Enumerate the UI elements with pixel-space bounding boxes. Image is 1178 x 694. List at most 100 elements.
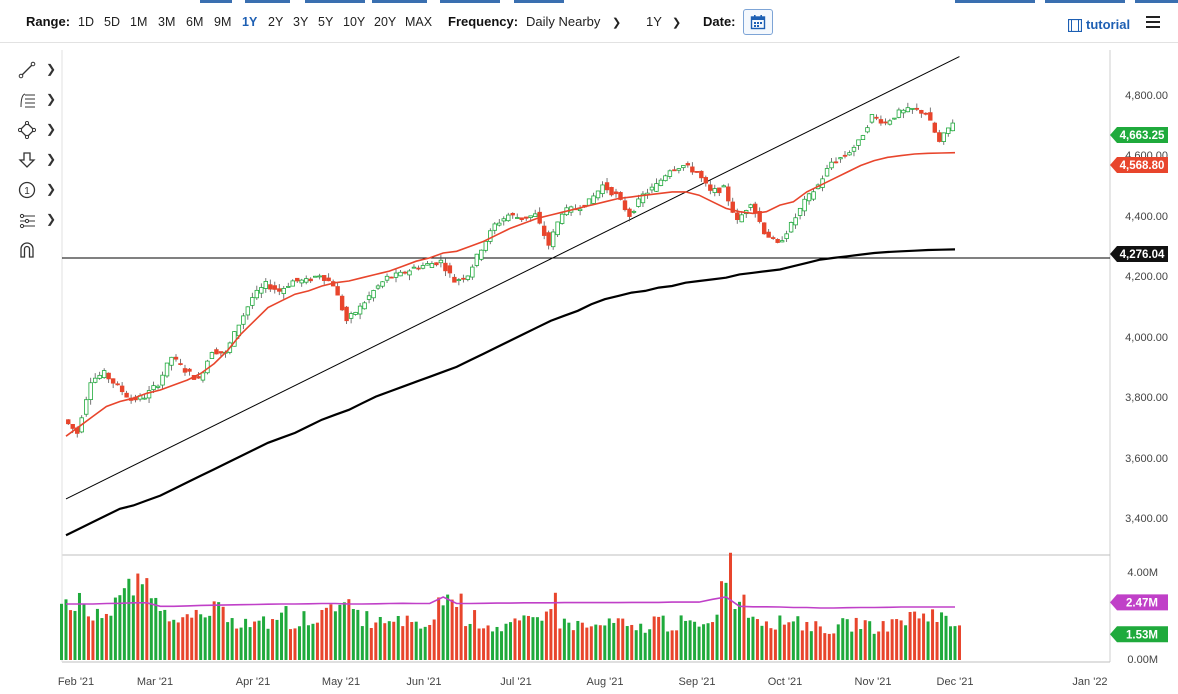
volume-bar xyxy=(311,623,315,660)
volume-bar xyxy=(585,627,589,660)
candle xyxy=(456,279,462,282)
range-3m[interactable]: 3M xyxy=(158,15,176,29)
candle xyxy=(268,284,273,290)
tool-annotation[interactable]: 1 ❯ xyxy=(14,180,56,202)
candle xyxy=(946,127,951,134)
volume-bar xyxy=(455,606,459,660)
volume-bar xyxy=(113,597,117,660)
volume-bar xyxy=(549,609,553,660)
volume-bar xyxy=(423,626,427,660)
candle xyxy=(577,208,583,212)
frequency-select[interactable]: Daily Nearby xyxy=(526,14,601,29)
volume-bar xyxy=(131,595,135,660)
candle xyxy=(739,214,744,223)
volume-bar xyxy=(540,620,544,660)
volume-bar xyxy=(522,615,526,660)
candle xyxy=(110,378,116,384)
candle xyxy=(887,120,893,125)
tutorial-link[interactable]: tutorial xyxy=(1086,17,1131,32)
candle xyxy=(752,203,758,214)
candle xyxy=(910,107,915,110)
tool-pitchfork[interactable]: ❯ xyxy=(14,210,56,232)
volume-bar xyxy=(751,616,755,660)
price-tick: 3,800.00 xyxy=(1125,392,1168,404)
time-tick: May '21 xyxy=(322,676,360,688)
candle xyxy=(326,277,331,282)
volume-bar xyxy=(154,597,158,660)
volume-bar xyxy=(944,615,948,660)
candle xyxy=(479,249,484,260)
candle xyxy=(245,306,251,316)
tool-fibonacci[interactable]: ❯ xyxy=(14,90,56,112)
volume-bar xyxy=(104,613,108,660)
range-max[interactable]: MAX xyxy=(405,15,433,29)
range-1y[interactable]: 1Y xyxy=(242,15,258,29)
arrow-down-icon xyxy=(18,152,36,168)
volume-bar xyxy=(401,626,405,660)
tool-trendline[interactable]: ❯ xyxy=(14,60,56,82)
volume-bar xyxy=(437,597,441,660)
volume-bar xyxy=(818,626,822,660)
film-icon[interactable] xyxy=(1068,19,1082,32)
chevron-down-icon[interactable]: ❯ xyxy=(672,17,682,29)
time-tick: Jun '21 xyxy=(406,676,441,688)
candle xyxy=(658,179,664,186)
volume-bar xyxy=(351,608,355,660)
volume-bar xyxy=(895,619,899,660)
volume-bar xyxy=(769,628,773,660)
volume-bar xyxy=(688,620,692,660)
candle xyxy=(254,289,260,299)
range-3y[interactable]: 3Y xyxy=(293,15,309,29)
range-2y[interactable]: 2Y xyxy=(268,15,284,29)
range-9m[interactable]: 9M xyxy=(214,15,232,29)
volume-bar xyxy=(212,601,216,660)
candle xyxy=(649,186,655,191)
volume-bar xyxy=(158,610,162,660)
candle xyxy=(676,168,682,171)
price-pane[interactable] xyxy=(62,50,1110,555)
horizontal-line-tag: 4,276.04 xyxy=(1110,246,1168,262)
range-5d[interactable]: 5D xyxy=(104,15,120,29)
tool-arrow[interactable]: ❯ xyxy=(14,150,56,172)
volume-bar xyxy=(764,621,768,660)
volume-bar xyxy=(544,611,548,660)
tab-strip xyxy=(1045,0,1125,3)
price-chart[interactable]: 4,800.00 4,600.00 4,400.00 4,200.00 4,00… xyxy=(0,42,1178,694)
volume-bar xyxy=(899,620,903,660)
volume-bar xyxy=(428,624,432,660)
tab-strip xyxy=(372,0,427,3)
menu-icon[interactable] xyxy=(1146,16,1160,31)
date-picker-button[interactable] xyxy=(743,9,773,35)
candle xyxy=(425,263,430,266)
volume-bar xyxy=(226,622,230,660)
range-20y[interactable]: 20Y xyxy=(374,15,397,29)
volume-bar xyxy=(495,626,499,660)
range-1d[interactable]: 1D xyxy=(78,15,94,29)
volume-bar xyxy=(594,624,598,660)
candle xyxy=(429,263,435,268)
volume-bar xyxy=(262,616,266,660)
candle xyxy=(793,217,798,226)
tool-magnet[interactable] xyxy=(14,240,54,262)
volume-bar xyxy=(553,592,557,660)
volume-bar xyxy=(832,633,836,660)
candle xyxy=(878,119,884,124)
range-1m[interactable]: 1M xyxy=(130,15,148,29)
candle xyxy=(317,275,322,278)
range-6m[interactable]: 6M xyxy=(186,15,204,29)
volume-bar xyxy=(778,615,782,660)
volume-bar xyxy=(275,619,279,660)
trendline-icon xyxy=(18,61,36,79)
tool-shapes[interactable]: ❯ xyxy=(14,120,56,142)
range-10y[interactable]: 10Y xyxy=(343,15,366,29)
volume-bar xyxy=(535,617,539,660)
chevron-down-icon[interactable]: ❯ xyxy=(612,17,622,29)
volume-bar xyxy=(73,610,77,660)
candle xyxy=(802,198,807,212)
range-5y[interactable]: 5Y xyxy=(318,15,334,29)
candle xyxy=(92,377,98,383)
volume-bar xyxy=(868,621,872,660)
volume-bar xyxy=(486,625,490,660)
period-select[interactable]: 1Y xyxy=(646,14,662,29)
candle xyxy=(703,177,709,184)
